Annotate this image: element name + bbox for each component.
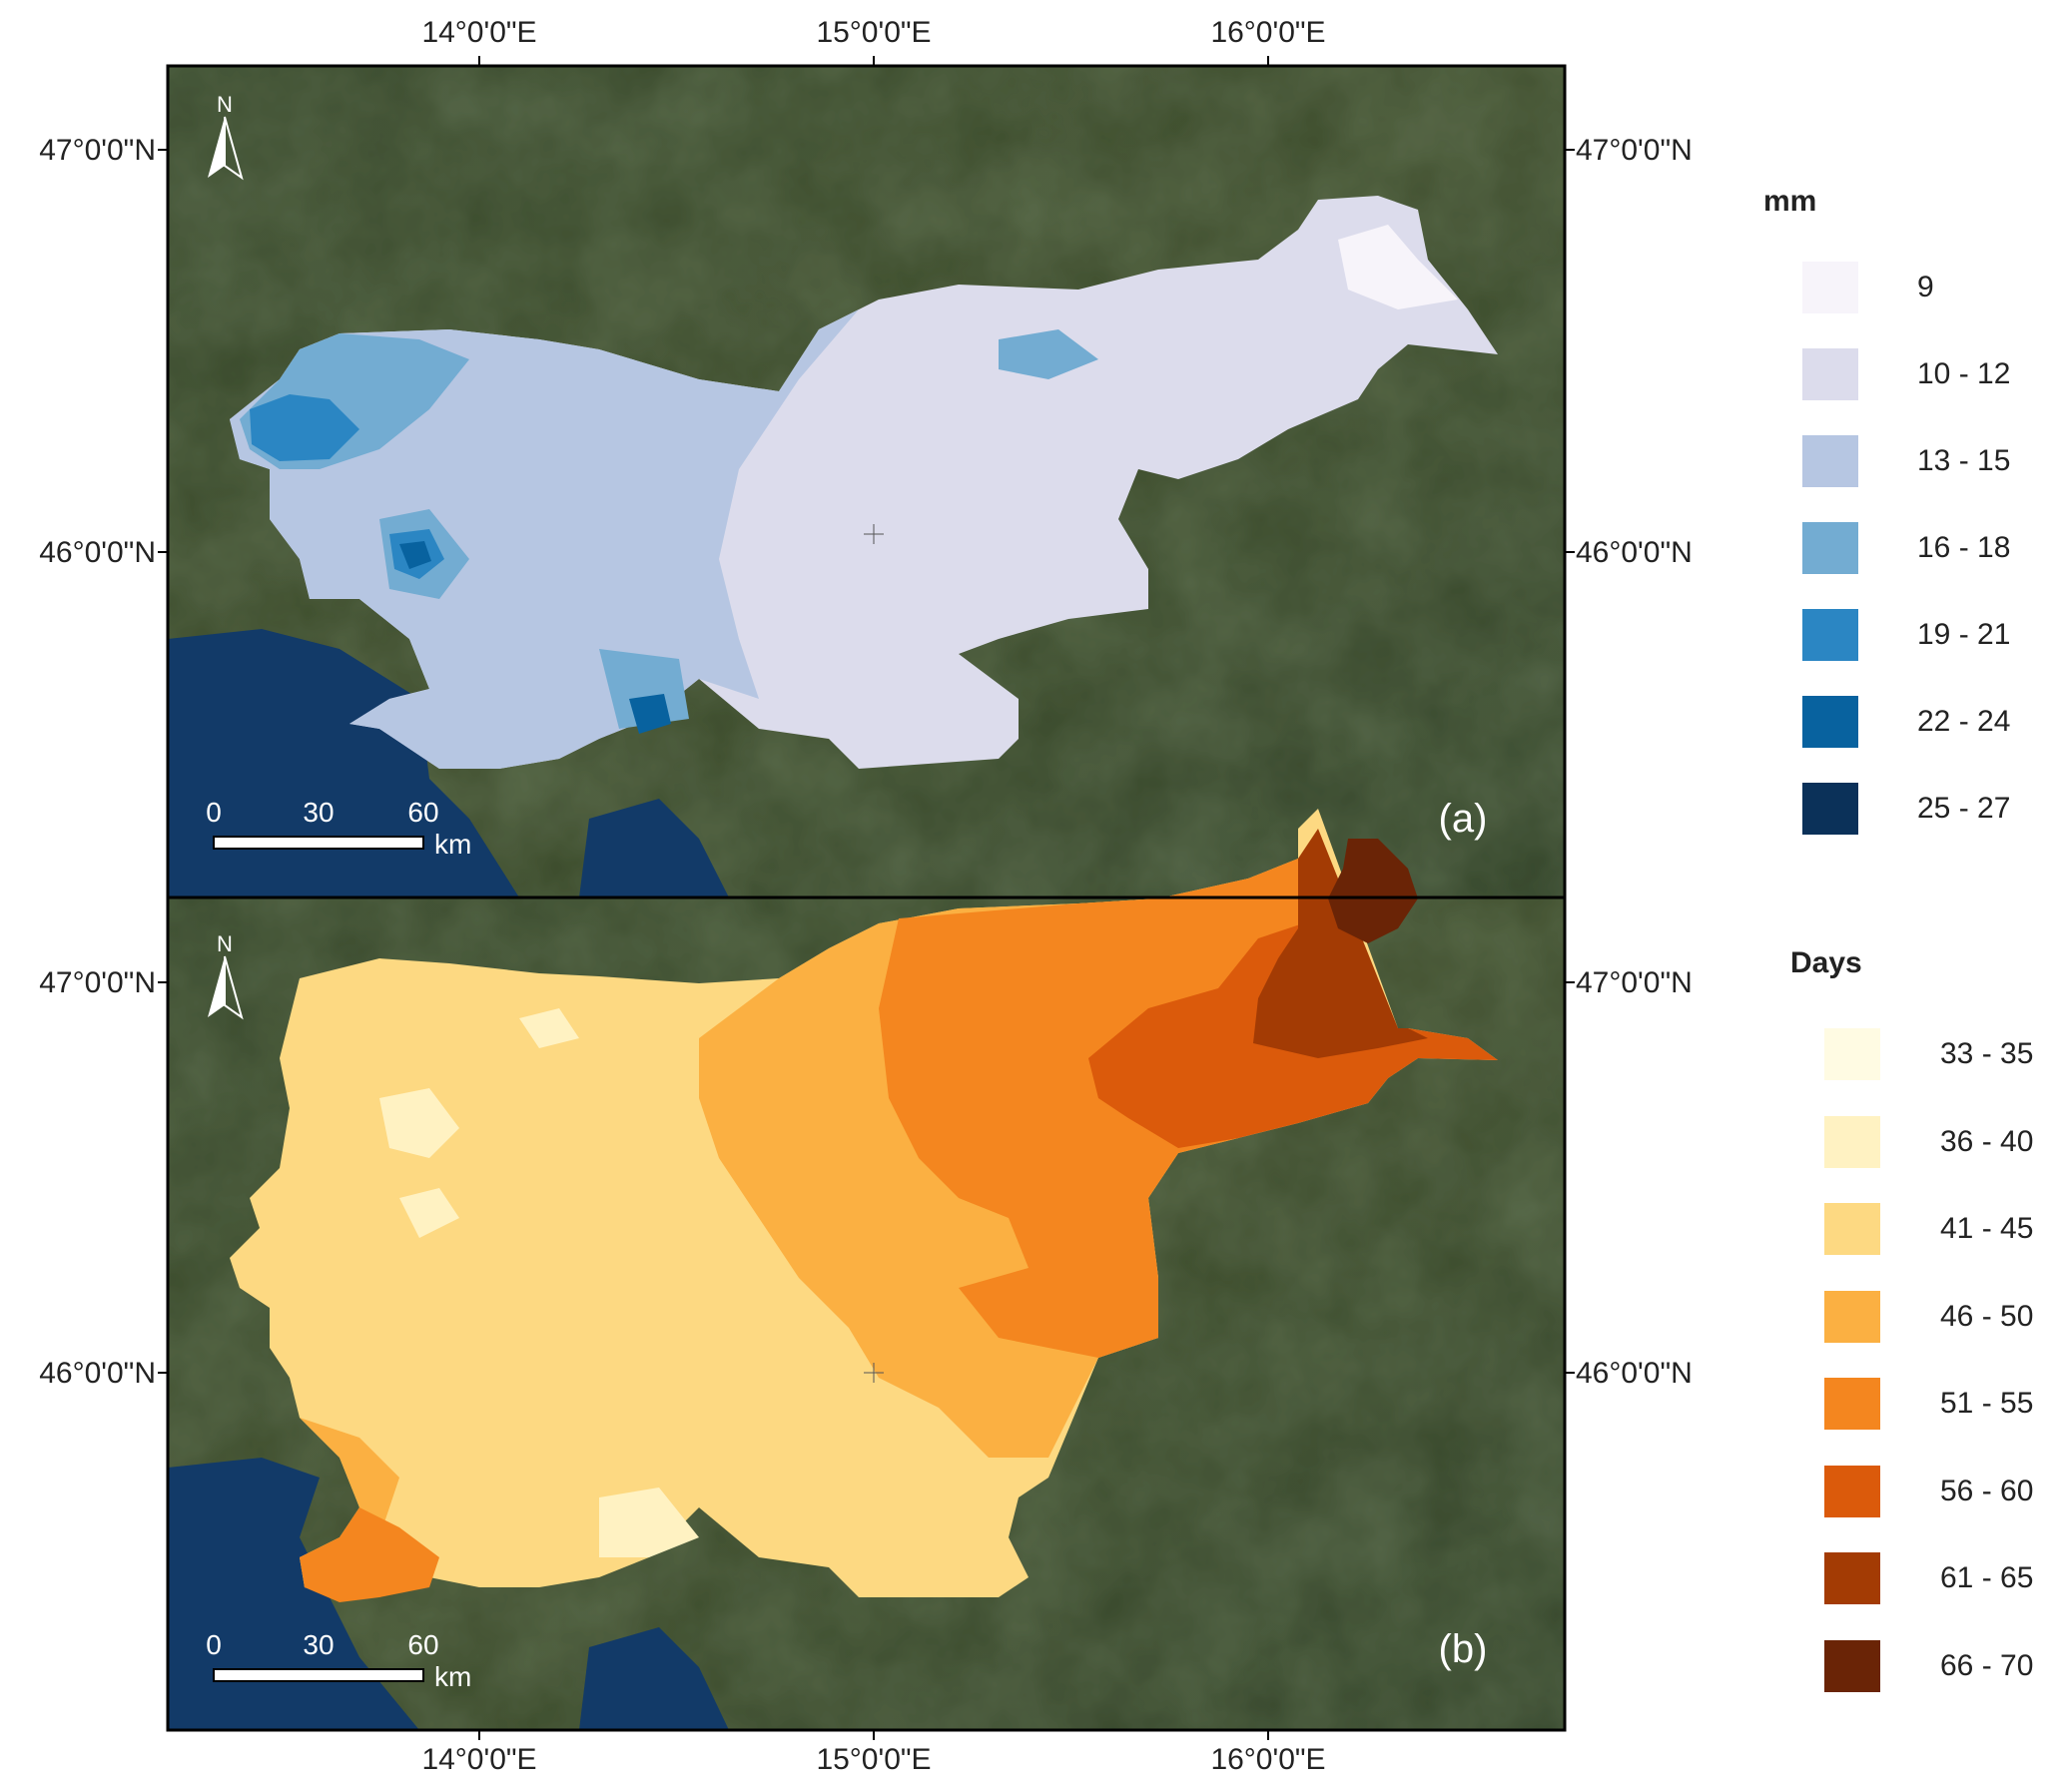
- north-arrow-icon: N: [208, 931, 244, 1020]
- region-zone-a-16-18: [240, 329, 1098, 729]
- region-zone-b-61-65: [1253, 829, 1428, 1058]
- legend-swatch: [1824, 1115, 1880, 1168]
- legend-swatch: [1824, 1028, 1880, 1080]
- region-zone-a-22-24: [399, 541, 671, 734]
- legend-label: 41 - 45: [1940, 1212, 2034, 1245]
- legend-label: 46 - 50: [1940, 1299, 2034, 1333]
- legend-swatch: [1802, 522, 1858, 574]
- sea-a: [168, 629, 519, 897]
- legend-swatch: [1802, 696, 1858, 748]
- legend-swatch: [1802, 609, 1858, 661]
- legend-swatch: [1824, 1639, 1880, 1692]
- scale-bar-unit: km: [434, 829, 471, 860]
- x-tick-label-bottom: 14°0'0"E: [421, 1743, 536, 1776]
- legend-label: 56 - 60: [1940, 1474, 2034, 1507]
- panel-label-b: (b): [1439, 1627, 1488, 1671]
- panel-b: (b): [166, 809, 1567, 1732]
- x-tick-label-top: 15°0'0"E: [816, 16, 931, 49]
- legend-label: 61 - 65: [1940, 1561, 2034, 1594]
- region-zone-a-19-21: [250, 394, 444, 579]
- legend-label: 13 - 15: [1917, 444, 2011, 477]
- x-tick-label-bottom: 15°0'0"E: [816, 1743, 931, 1776]
- scale-bar: 0 30 60 km: [206, 797, 471, 860]
- region-zone-b-66-70: [1328, 839, 1418, 943]
- y-tick-label-right: 46°0'0"N: [1576, 536, 1693, 569]
- legend-swatch: [1802, 262, 1858, 313]
- y-tick-label-left: 47°0'0"N: [39, 966, 156, 999]
- scale-bar-tick: 0: [206, 797, 222, 828]
- legend-swatch: [1824, 1465, 1880, 1517]
- panel-label-a: (a): [1439, 797, 1488, 841]
- legend-label: 33 - 35: [1940, 1037, 2034, 1070]
- legend-swatch: [1802, 783, 1858, 835]
- north-arrow-letter: N: [217, 92, 233, 117]
- scale-bar-tick: 30: [303, 1629, 334, 1660]
- legend-title: mm: [1763, 185, 1817, 218]
- scale-bar: 0 30 60 km: [206, 1629, 471, 1692]
- legend-swatch: [1824, 1203, 1880, 1255]
- y-tick-label-right: 47°0'0"N: [1576, 966, 1693, 999]
- region-zone-b-36-40: [379, 1008, 699, 1557]
- legend-label: 16 - 18: [1917, 531, 2011, 564]
- legend-label: 9: [1917, 271, 1934, 303]
- scale-bar-tick: 60: [407, 797, 438, 828]
- region-zone-b-51-55: [300, 859, 1298, 1602]
- legend-title: Days: [1790, 946, 1862, 979]
- graticule-crosses: [864, 524, 884, 1383]
- scale-bar-tick: 60: [407, 1629, 438, 1660]
- legend-swatch: [1824, 1552, 1880, 1604]
- north-arrow-icon: N: [208, 92, 244, 181]
- y-tick-label-left: 46°0'0"N: [39, 1357, 156, 1390]
- legend-swatch: [1824, 1378, 1880, 1430]
- axis-ticks: 14°0'0"E 14°0'0"E 15°0'0"E 15°0'0"E 16°0'0"E…: [39, 16, 1693, 1776]
- legend-label: 19 - 21: [1917, 618, 2011, 651]
- panel-a: (a): [166, 64, 1567, 899]
- scale-bar-tick: 30: [303, 797, 334, 828]
- north-arrow-letter: N: [217, 931, 233, 956]
- region-zone-a-9: [1338, 225, 1458, 309]
- legend-label: 66 - 70: [1940, 1648, 2034, 1682]
- map-frame-b: [166, 896, 1567, 1732]
- x-tick-label-bottom: 16°0'0"E: [1210, 1743, 1325, 1776]
- y-tick-label-right: 46°0'0"N: [1576, 1357, 1693, 1390]
- sea-a-2: [579, 799, 729, 897]
- scale-bar-tick: 0: [206, 1629, 222, 1660]
- legend-swatch: [1802, 435, 1858, 487]
- y-tick-label-left: 47°0'0"N: [39, 134, 156, 167]
- y-tick-label-right: 47°0'0"N: [1576, 134, 1693, 167]
- x-tick-label-top: 16°0'0"E: [1210, 16, 1325, 49]
- legend-swatch: [1824, 1290, 1880, 1343]
- x-tick-label-top: 14°0'0"E: [421, 16, 536, 49]
- legend-label: 25 - 27: [1917, 792, 2011, 825]
- legend-swatch: [1802, 348, 1858, 400]
- legend-label: 10 - 12: [1917, 357, 2011, 390]
- y-tick-label-left: 46°0'0"N: [39, 536, 156, 569]
- legend-label: 22 - 24: [1917, 705, 2011, 738]
- sea-b: [168, 1458, 419, 1730]
- legend-label: 36 - 40: [1940, 1124, 2034, 1158]
- legend-label: 51 - 55: [1940, 1387, 2034, 1420]
- scale-bar-unit: km: [434, 1661, 471, 1692]
- sea-b-2: [579, 1627, 729, 1730]
